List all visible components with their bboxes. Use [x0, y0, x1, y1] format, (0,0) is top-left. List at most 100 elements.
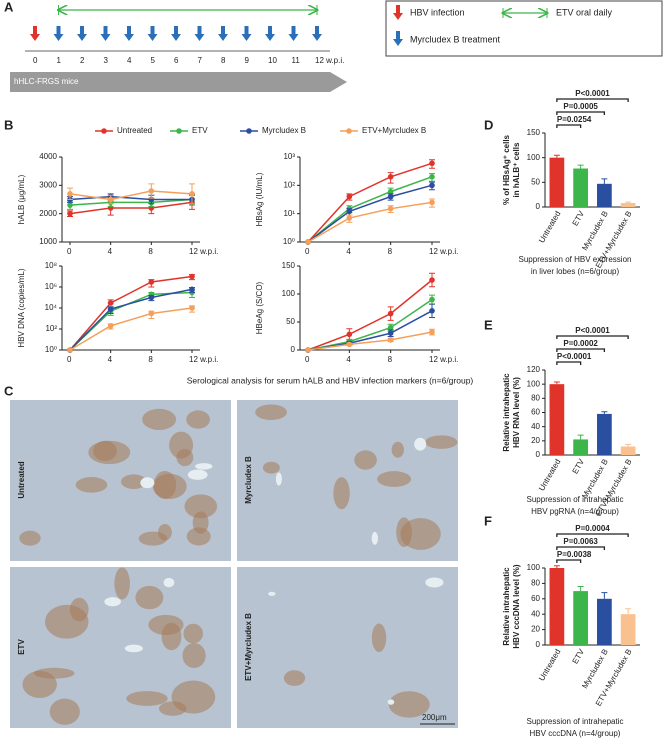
- panel-label: D: [484, 117, 493, 132]
- data-point: [429, 199, 435, 206]
- y-tick-label: 2000: [39, 209, 57, 218]
- error-bar: [601, 411, 608, 414]
- legend-marker: [176, 128, 182, 134]
- mice-band: [10, 72, 347, 92]
- vessel: [124, 644, 143, 653]
- bar: [573, 439, 588, 455]
- significance-bracket: [556, 348, 606, 352]
- data-point: [387, 188, 394, 195]
- y-tick-label: 10²: [45, 324, 57, 333]
- treatment-arrow: [171, 26, 181, 41]
- panel-label: C: [4, 383, 14, 398]
- error-bar: [577, 434, 584, 440]
- legend-marker: [101, 128, 107, 134]
- y-tick-label: 0: [536, 202, 541, 211]
- series-line: [69, 201, 193, 215]
- timeline-tick-label: 8: [221, 56, 226, 65]
- data-point: [67, 202, 73, 208]
- y-tick-label: 10⁶: [45, 282, 57, 291]
- data-point: [148, 188, 155, 194]
- timeline-tick-label: 7: [198, 56, 203, 65]
- data-point: [387, 310, 394, 317]
- error-bar: [553, 154, 560, 158]
- stain: [184, 494, 218, 519]
- significance-bracket: [556, 124, 582, 128]
- y-axis-label: HBeAg (S/CO): [255, 281, 264, 334]
- y-tick-label: 50: [531, 177, 540, 186]
- caption: in liver lobes (n=6/group): [531, 267, 620, 276]
- panel-label: F: [484, 513, 492, 528]
- vessel: [425, 577, 444, 588]
- data-point: [387, 330, 394, 337]
- p-value: P<0.0001: [575, 89, 610, 98]
- y-tick-label: 10²: [283, 180, 295, 189]
- timeline-tick-label: 11: [292, 56, 301, 65]
- y-tick-label: 40: [531, 609, 540, 618]
- y-tick-label: 4000: [39, 152, 57, 161]
- stain: [120, 474, 147, 490]
- caption: Serological analysis for serum hALB and …: [187, 375, 474, 385]
- vessel: [414, 437, 427, 451]
- series-line: [307, 176, 433, 243]
- x-tick-label: 12 w.p.i.: [429, 247, 458, 256]
- timeline-tick-label: 2: [80, 56, 85, 65]
- image-label: ETV: [17, 639, 26, 655]
- stain: [425, 435, 458, 449]
- y-axis-label: HBV RNA level (%): [512, 377, 521, 448]
- y-tick-label: 150: [527, 128, 541, 137]
- y-tick-label: 150: [282, 261, 296, 270]
- y-tick-label: 20: [531, 625, 540, 634]
- significance-bracket: [556, 533, 629, 537]
- x-tick-label: 12 w.p.i.: [189, 247, 218, 256]
- y-tick-label: 1000: [39, 237, 57, 246]
- series-line: [69, 291, 193, 351]
- data-point: [387, 174, 394, 180]
- series-line: [307, 310, 433, 351]
- bar: [549, 157, 565, 207]
- y-tick-label: 0: [536, 450, 541, 459]
- y-tick-label: 10⁸: [45, 261, 57, 270]
- mice-label: hHLC-FRGS mice: [14, 77, 79, 86]
- bar: [620, 446, 636, 455]
- series-line: [307, 298, 433, 351]
- y-axis-label: Relative intrahepatic: [502, 567, 511, 646]
- data-point: [429, 160, 435, 167]
- x-tick-label: Untreated: [537, 458, 562, 493]
- x-tick-label: 0: [67, 247, 72, 256]
- legend-label: Untreated: [117, 126, 152, 135]
- y-tick-label: 10³: [283, 152, 295, 161]
- significance-bracket: [556, 546, 606, 550]
- stain: [333, 477, 350, 510]
- y-axis-label: in hALB⁺ cells: [512, 142, 521, 197]
- stain: [176, 448, 194, 467]
- p-value: P=0.0004: [575, 524, 610, 533]
- stain: [388, 691, 430, 718]
- stain: [371, 623, 387, 653]
- stain: [283, 670, 306, 686]
- caption: HBV cccDNA (n=4/group): [530, 729, 621, 738]
- stain: [158, 701, 187, 716]
- timeline-tick-label: 12 w.p.i.: [315, 56, 344, 65]
- series-line: [307, 279, 433, 351]
- bar: [573, 168, 588, 207]
- error-bar: [577, 585, 584, 592]
- error-bar: [601, 592, 608, 599]
- panel-label: A: [4, 0, 14, 14]
- data-point: [346, 215, 353, 221]
- vessel: [163, 577, 175, 588]
- x-tick-label: 0: [305, 247, 310, 256]
- y-tick-label: 10⁴: [45, 303, 58, 312]
- caption: Suppression of intrahepatic: [527, 717, 624, 726]
- data-point: [107, 323, 114, 329]
- error-bar: [553, 565, 560, 568]
- treatment-arrow: [241, 26, 252, 41]
- x-tick-label: Untreated: [537, 648, 562, 683]
- x-tick-label: 8: [148, 247, 153, 256]
- caption: HBV pgRNA (n=4/group): [531, 507, 619, 516]
- x-tick-label: 0: [305, 355, 310, 364]
- x-tick-label: 4: [108, 355, 113, 364]
- data-point: [387, 324, 394, 331]
- series-line: [307, 162, 433, 243]
- y-tick-label: 100: [527, 563, 541, 572]
